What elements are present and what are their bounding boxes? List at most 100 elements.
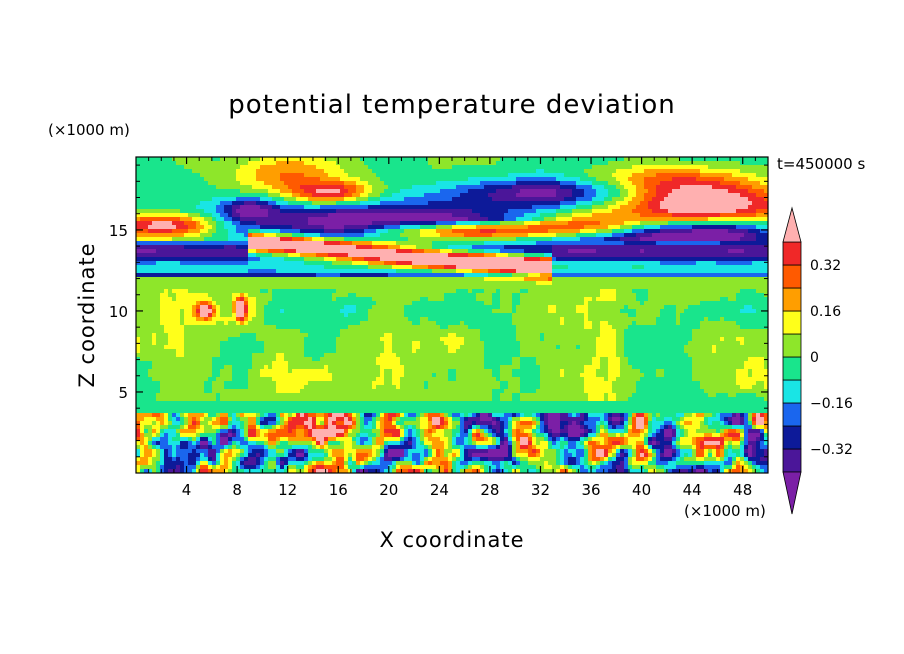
contour-cell <box>564 465 569 470</box>
contour-cell <box>520 385 541 390</box>
contour-cell <box>256 221 309 226</box>
contour-cell <box>428 425 433 430</box>
contour-cell <box>392 377 401 382</box>
contour-cell <box>580 469 589 473</box>
contour-cell <box>716 453 721 458</box>
contour-cell <box>464 273 489 278</box>
contour-cell <box>472 437 477 442</box>
contour-cell <box>400 225 421 230</box>
contour-cell <box>656 461 669 466</box>
contour-cell <box>720 433 725 438</box>
contour-cell <box>264 425 273 430</box>
x-tick-label: 16 <box>329 481 348 499</box>
contour-cell <box>660 449 665 454</box>
contour-cell <box>244 233 249 238</box>
contour-cell <box>248 301 257 306</box>
contour-cell <box>460 469 465 473</box>
contour-cell <box>240 457 245 462</box>
contour-cell <box>680 429 685 434</box>
contour-cell <box>448 345 461 350</box>
contour-cell <box>356 425 361 430</box>
contour-cell <box>600 429 605 434</box>
contour-cell <box>272 377 333 382</box>
contour-cell <box>372 453 377 458</box>
contour-cell <box>644 437 649 442</box>
contour-cell <box>192 217 205 222</box>
contour-cell <box>412 453 421 458</box>
contour-cell <box>584 421 597 426</box>
contour-cell <box>208 465 213 470</box>
contour-cell <box>660 201 753 206</box>
contour-cell <box>248 417 257 422</box>
contour-cell <box>748 457 761 462</box>
contour-cell <box>360 201 381 206</box>
contour-cell <box>392 373 405 378</box>
contour-cell <box>160 317 181 322</box>
contour-cell <box>136 173 201 178</box>
contour-cell <box>240 413 245 418</box>
contour-cell <box>200 465 209 470</box>
contour-cell <box>236 309 245 314</box>
contour-cell <box>236 177 257 182</box>
contour-cell <box>632 225 645 230</box>
contour-cell <box>316 417 325 422</box>
contour-cell <box>596 461 601 466</box>
contour-cell <box>700 421 705 426</box>
contour-cell <box>420 457 425 462</box>
contour-cell <box>344 197 357 202</box>
contour-cell <box>628 425 633 430</box>
contour-cell <box>512 273 529 278</box>
contour-cell <box>640 429 645 434</box>
contour-cell <box>136 457 141 462</box>
contour-cell <box>612 229 625 234</box>
contour-cell <box>752 461 757 466</box>
contour-cell <box>308 445 313 450</box>
contour-cell <box>580 177 597 182</box>
contour-cell <box>552 429 561 434</box>
contour-cell <box>288 201 313 206</box>
contour-cell <box>704 413 713 418</box>
contour-cell <box>740 457 745 462</box>
contour-cell <box>280 437 289 442</box>
contour-cell <box>512 397 521 402</box>
contour-cell <box>632 461 649 466</box>
contour-cell <box>156 449 161 454</box>
contour-cell <box>468 325 517 330</box>
contour-cell <box>548 305 557 310</box>
contour-cell <box>240 317 245 322</box>
contour-cell <box>284 417 289 422</box>
contour-cell <box>296 453 305 458</box>
contour-cell <box>220 461 225 466</box>
contour-cell <box>184 321 217 326</box>
contour-cell <box>664 465 677 470</box>
contour-cell <box>356 305 373 310</box>
contour-cell <box>200 305 209 310</box>
contour-cell <box>220 309 233 314</box>
contour-cell <box>336 417 345 422</box>
contour-cell <box>248 441 257 446</box>
contour-cell <box>136 241 249 246</box>
contour-cell <box>220 397 493 402</box>
contour-cell <box>148 445 153 450</box>
contour-cell <box>172 417 177 422</box>
contour-cell <box>732 173 757 178</box>
contour-cell <box>424 381 429 386</box>
contour-cell <box>432 241 485 246</box>
contour-cell <box>316 465 325 470</box>
contour-cell <box>712 185 737 190</box>
contour-cell <box>404 449 409 454</box>
contour-cell <box>600 461 605 466</box>
contour-cell <box>552 261 661 266</box>
contour-cell <box>616 445 621 450</box>
contour-cell <box>652 421 665 426</box>
contour-cell <box>324 437 329 442</box>
contour-cell <box>608 365 621 370</box>
contour-cell <box>136 469 141 473</box>
contour-cell <box>324 365 329 370</box>
contour-cell <box>616 465 625 470</box>
contour-cell <box>728 421 733 426</box>
contour-cell <box>608 441 613 446</box>
contour-cell <box>332 293 349 298</box>
contour-cell <box>492 429 497 434</box>
contour-cell <box>520 341 597 346</box>
